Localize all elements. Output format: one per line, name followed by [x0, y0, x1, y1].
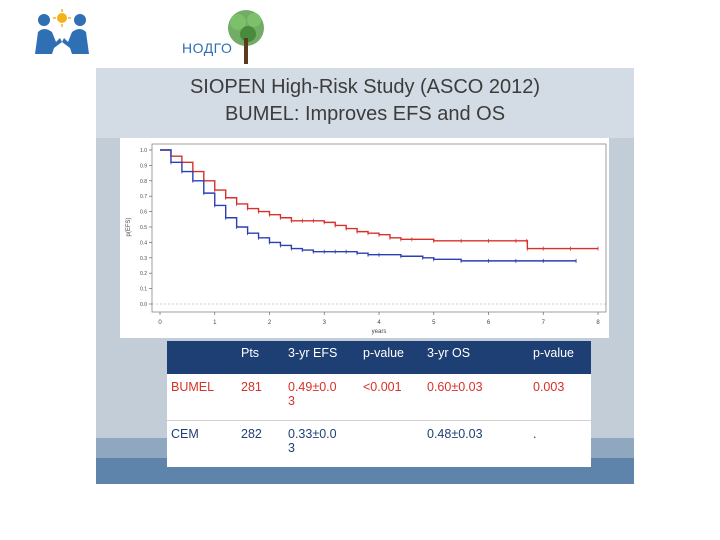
y-tick-label: 0.0 [140, 302, 147, 308]
x-tick-label: 7 [542, 320, 546, 326]
table-cell: . [529, 420, 591, 467]
survival-chart: 0 1 2 3 4 5 6 7 8 0.0 0.1 0.2 0.3 0.4 0.5 0.6 0.7 0.8 0.9 1… [126, 143, 607, 335]
x-tick-label: 8 [596, 320, 600, 326]
table-cell-line: 0.49±0.0 [288, 380, 337, 394]
slide: SIOPEN High-Risk Study (ASCO 2012) BUMEL… [96, 68, 634, 484]
table-header-cell: 3-yr OS [427, 346, 471, 360]
table-header-cell: Pts [241, 346, 260, 360]
table-cell: 0.48±0.03 [423, 420, 529, 467]
table-header-cell: p-value [533, 346, 574, 360]
x-tick-label: 4 [377, 320, 381, 326]
x-tick-label: 5 [432, 320, 436, 326]
children-logo-icon [35, 9, 89, 54]
y-tick-label: 0.7 [140, 194, 147, 200]
x-tick-label: 2 [268, 320, 272, 326]
table-cell: <0.001 [359, 374, 423, 421]
series-line-1 [160, 149, 577, 262]
table-cell: BUMEL [167, 374, 237, 421]
x-tick-label: 6 [487, 320, 491, 326]
x-tick-label: 1 [213, 320, 217, 326]
table-row: CEM 282 0.33±0.0 3 0.48±0.03 . [167, 420, 591, 467]
table-cell: 0.60±0.03 [423, 374, 529, 421]
table-cell: 0.33±0.0 3 [284, 420, 359, 467]
x-tick-label: 3 [323, 320, 327, 326]
table-header-row: Pts 3-yr EFS p-value 3-yr OS p-value [167, 341, 591, 374]
slide-title: SIOPEN High-Risk Study (ASCO 2012) [189, 76, 541, 98]
table-cell: 281 [237, 374, 284, 421]
y-tick-label: 0.6 [140, 210, 147, 216]
slide-subtitle: BUMEL: Improves EFS and OS [224, 103, 506, 125]
table-header-cell: p-value [363, 346, 404, 360]
table-cell: 0.003 [529, 374, 591, 421]
plot-frame [151, 143, 607, 313]
table-cell-line: 3 [288, 441, 295, 455]
table-row: BUMEL 281 0.49±0.0 3 <0.001 0.60±0.03 0.… [167, 374, 591, 421]
y-axis-label: p(EFS) [126, 217, 132, 236]
results-table: Pts 3-yr EFS p-value 3-yr OS p-value BUM… [167, 341, 591, 467]
y-tick-label: 0.8 [140, 179, 147, 185]
y-tick-label: 0.5 [140, 225, 147, 231]
table-cell: 0.49±0.0 3 [284, 374, 359, 421]
x-axis-label: years [372, 329, 387, 335]
y-tick-label: 0.3 [140, 256, 147, 262]
table-cell [359, 420, 423, 467]
table-cell: CEM [167, 420, 237, 467]
y-tick-label: 0.1 [140, 287, 147, 293]
table-cell-line: 3 [288, 394, 295, 408]
slide-band-top [96, 68, 634, 138]
table-header-cell: 3-yr EFS [288, 346, 338, 360]
table-header-cell [167, 341, 237, 374]
x-tick-label: 0 [158, 320, 162, 326]
y-tick-label: 1.0 [140, 148, 147, 154]
y-tick-label: 0.9 [140, 163, 147, 169]
tree-logo-icon [228, 10, 264, 64]
y-tick-label: 0.4 [140, 240, 147, 246]
table-cell-line: 0.33±0.0 [288, 427, 337, 441]
y-tick-label: 0.2 [140, 271, 147, 277]
chart-panel: 0 1 2 3 4 5 6 7 8 0.0 0.1 0.2 0.3 0.4 0.5 0.6 0.7 0.8 0.9 1… [120, 138, 609, 338]
org-logo-text: НОДГО [182, 40, 233, 56]
table-cell: 282 [237, 420, 284, 467]
results-table-panel: Pts 3-yr EFS p-value 3-yr OS p-value BUM… [167, 341, 591, 467]
